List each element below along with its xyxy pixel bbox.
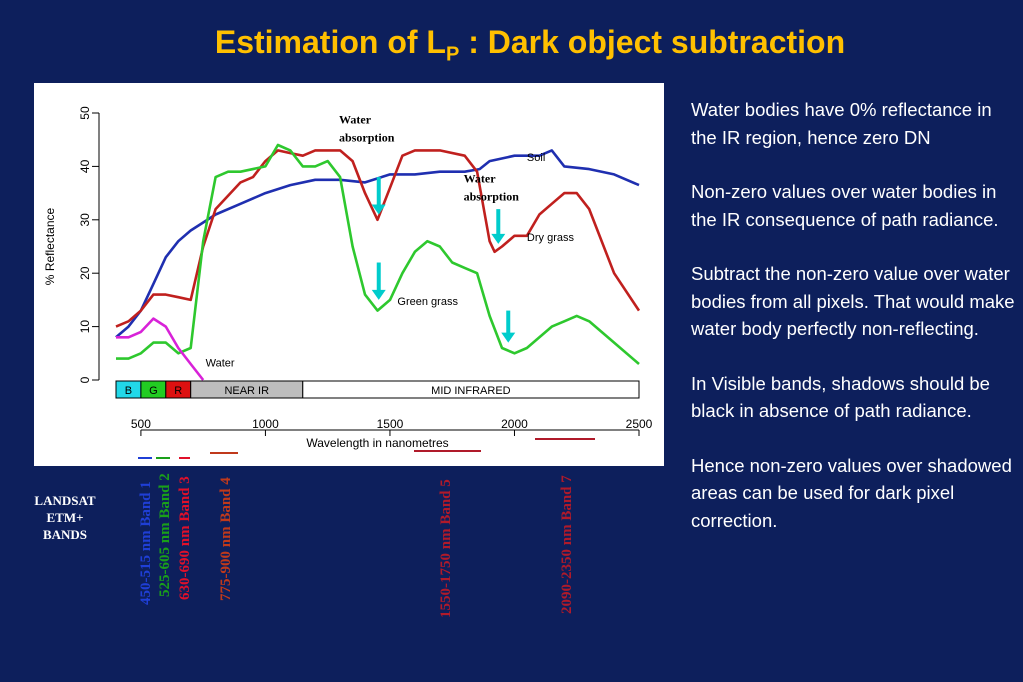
band-2-mark <box>156 457 170 459</box>
band-label: 450-515 nm Band 1 <box>138 481 154 605</box>
x-tick-label: 2000 <box>501 417 528 431</box>
title-subscript: P <box>445 43 460 66</box>
slide-title: Estimation of LP : Dark object subtracti… <box>0 24 1023 66</box>
absorption-arrow-head <box>501 332 516 343</box>
landsat-bands-label: LANDSAT ETM+ BANDS <box>22 492 108 543</box>
band-label: 1550-1750 nm Band 5 <box>438 479 454 618</box>
band-label: 630-690 nm Band 3 <box>177 476 193 600</box>
series-line <box>115 149 641 328</box>
band-label: 775-900 nm Band 4 <box>218 477 234 601</box>
series-annotation: Dry grass <box>527 232 575 244</box>
band-4-mark <box>210 452 238 454</box>
y-tick-label: 10 <box>78 320 92 334</box>
y-tick-label: 50 <box>78 106 92 120</box>
y-tick-label: 20 <box>78 266 92 280</box>
annotation-label: absorption <box>464 189 520 203</box>
band-5-mark <box>414 450 481 452</box>
x-axis-label: Wavelength in nanometres <box>306 436 448 450</box>
notes-panel: Water bodies have 0% reflectance in the … <box>691 96 1017 561</box>
x-tick-label: 2500 <box>626 417 653 431</box>
band-7-mark <box>535 438 595 440</box>
series-line <box>116 143 640 365</box>
spectrum-label: G <box>149 385 158 397</box>
series-annotation: Water <box>206 358 235 370</box>
series-annotation: Soil <box>527 152 545 164</box>
landsat-label-line: BANDS <box>42 527 88 542</box>
note-paragraph: In Visible bands, shadows should be blac… <box>691 372 990 422</box>
annotation-label: Water <box>464 171 497 185</box>
spectrum-label: R <box>174 385 182 397</box>
x-tick-label: 1500 <box>377 417 404 431</box>
band-1-mark <box>138 457 152 459</box>
landsat-label-line: LANDSAT <box>34 493 96 508</box>
annotation-label: absorption <box>339 131 395 145</box>
series-line <box>116 317 205 381</box>
y-axis-label: % Reflectance <box>43 207 57 285</box>
note-paragraph: Water bodies have 0% reflectance in the … <box>691 99 992 148</box>
series-line <box>115 149 640 339</box>
spectrum-label: NEAR IR <box>224 385 269 397</box>
spectrum-segment <box>302 380 640 399</box>
x-tick-label: 500 <box>131 417 151 431</box>
reflectance-chart: 0 10 20 30 40 50 500 1000 1500 2000 2500 Wavelength… <box>43 106 653 450</box>
band-3-mark <box>179 457 190 459</box>
x-tick-label: 1000 <box>252 417 279 431</box>
band-label: 2090-2350 nm Band 7 <box>559 475 575 614</box>
y-tick-label: 40 <box>78 159 92 173</box>
title-main: Estimation of L <box>214 24 446 60</box>
reflectance-chart-panel: 0 10 20 30 40 50 500 1000 1500 2000 2500 Wavelength… <box>34 83 664 466</box>
title-rest: : Dark object subtraction <box>459 24 846 60</box>
landsat-label-line: ETM+ <box>46 510 84 525</box>
spectrum-label: MID INFRARED <box>431 385 511 397</box>
absorption-arrow-head <box>491 233 506 244</box>
note-paragraph: Hence non-zero values over shadowed area… <box>691 454 1012 531</box>
y-tick-label: 0 <box>78 376 92 383</box>
spectrum-label: B <box>125 385 132 397</box>
annotation-label: Water <box>339 113 372 127</box>
absorption-arrow-head <box>371 289 386 300</box>
y-tick-label: 30 <box>78 213 92 227</box>
band-label: 525-605 nm Band 2 <box>157 473 173 597</box>
series-annotation: Green grass <box>397 296 458 308</box>
note-paragraph: Subtract the non-zero value over water b… <box>691 263 1015 339</box>
absorption-arrow-head <box>371 204 386 215</box>
note-paragraph: Non-zero values over water bodies in the… <box>691 181 999 230</box>
